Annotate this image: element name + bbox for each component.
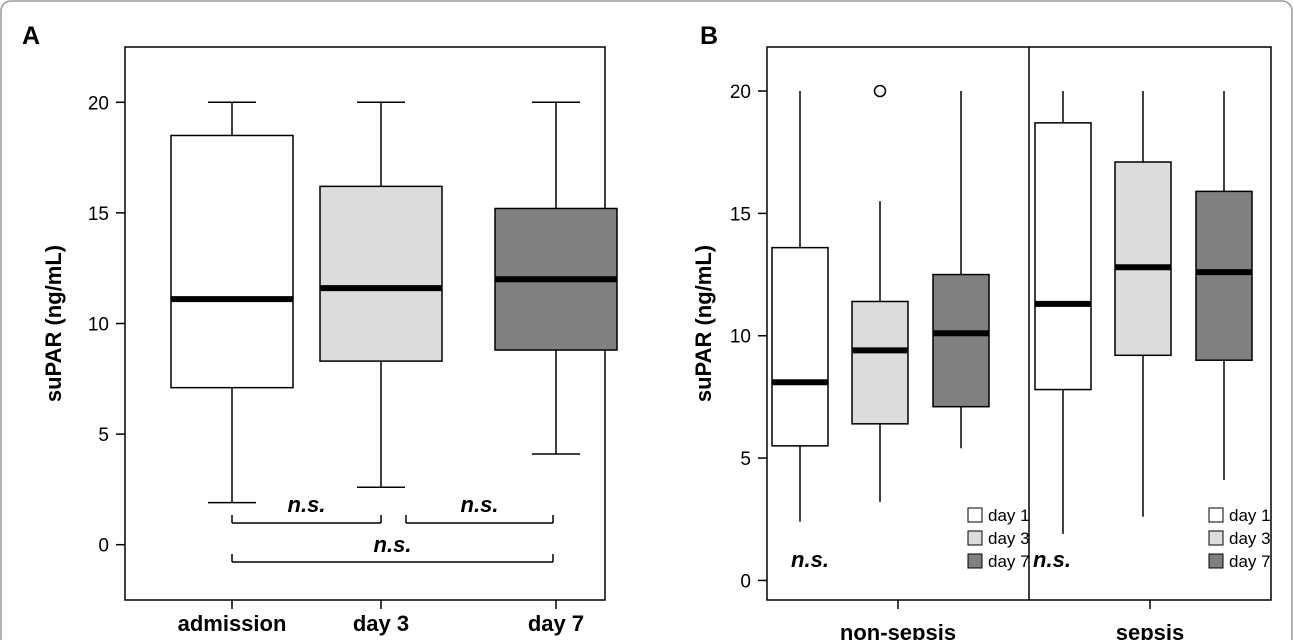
legend-label: day 7 [988,552,1030,571]
legend-label: day 3 [1229,529,1271,548]
legend-label: day 1 [1229,506,1271,525]
panel-a: A 0 5 10 15 20 suPAR (ng/mL) admission day 3 day … [22,22,618,636]
plot-frame [766,46,1272,601]
box-non-sepsis-1-outlier [873,84,887,98]
y-axis-label: suPAR (ng/mL) [41,245,66,402]
significance-label: n.s. [288,492,326,517]
y-tick-label: 20 [88,93,109,114]
y-axis-label: suPAR (ng/mL) [691,245,716,402]
y-tick-label: 5 [740,449,751,470]
box-sepsis-0-box [1034,122,1092,391]
y-tick-label: 10 [88,315,109,336]
box-1-box [319,185,443,362]
y-tick-label: 10 [730,327,751,348]
legend-swatch [1208,553,1224,569]
y-tick-label: 0 [98,536,109,557]
box-non-sepsis-2-box [932,273,990,408]
y-tick-label: 20 [730,82,751,103]
x-tick-label: non-sepsis [840,620,956,640]
y-tick-label: 0 [740,571,751,592]
legend-label: day 1 [988,506,1030,525]
legend-swatch [967,507,983,523]
legend-swatch [967,553,983,569]
x-tick-label: day 3 [353,611,409,636]
box-0-box [170,134,294,389]
y-tick-label: 15 [730,204,751,225]
significance-label: n.s. [461,492,499,517]
x-tick-label: day 7 [528,611,584,636]
x-tick-label: admission [178,611,287,636]
legend-swatch [1208,507,1224,523]
legend-label: day 3 [988,529,1030,548]
legend-swatch [1208,530,1224,546]
y-tick-label: 15 [88,204,109,225]
panel-label: A [22,22,40,50]
box-sepsis-2-box [1195,190,1253,361]
significance-label: n.s. [374,532,412,557]
box-sepsis-1-box [1114,161,1172,357]
y-tick-label: 5 [98,425,109,446]
legend-label: day 7 [1229,552,1271,571]
panel-label: B [700,22,718,50]
significance-label: n.s. [791,547,829,572]
box-non-sepsis-0-box [771,246,829,447]
x-tick-label: sepsis [1116,620,1185,640]
significance-label: n.s. [1033,547,1071,572]
legend-swatch [967,530,983,546]
box-non-sepsis-1-box [851,300,909,425]
